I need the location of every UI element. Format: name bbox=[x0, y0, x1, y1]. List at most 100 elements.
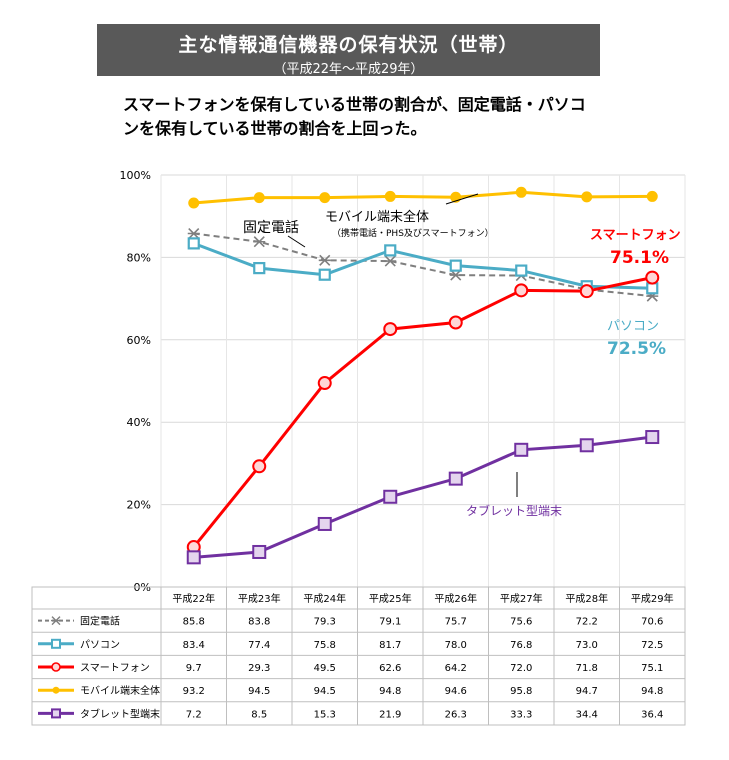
table-frame bbox=[31, 586, 686, 726]
data-label: 95.8 bbox=[510, 686, 532, 697]
data-label: 9.7 bbox=[186, 663, 202, 674]
y-tick-label: 60% bbox=[127, 334, 151, 347]
data-label: 77.4 bbox=[248, 640, 270, 651]
y-tick-label: 20% bbox=[127, 499, 151, 512]
data-label: 75.8 bbox=[314, 640, 336, 651]
data-label: 83.4 bbox=[183, 640, 205, 651]
y-tick-label: 100% bbox=[120, 169, 151, 182]
data-label: 33.3 bbox=[510, 709, 532, 720]
data-label: 72.2 bbox=[576, 617, 598, 628]
legend-swatch-marker bbox=[51, 708, 61, 719]
data-label: 72.0 bbox=[510, 663, 532, 674]
legend-entry: 固定電話 bbox=[80, 615, 120, 628]
data-label: 79.3 bbox=[314, 617, 336, 628]
data-point bbox=[318, 254, 331, 266]
data-point bbox=[188, 197, 200, 209]
data-point bbox=[646, 282, 659, 295]
data-point bbox=[253, 192, 265, 204]
data-label: 29.3 bbox=[248, 663, 270, 674]
data-point bbox=[448, 315, 463, 330]
data-label: 62.6 bbox=[379, 663, 401, 674]
data-label: 83.8 bbox=[248, 617, 270, 628]
mobile-note: （携帯電話・PHS及びスマートフォン） bbox=[332, 227, 494, 239]
data-label: 34.4 bbox=[576, 709, 598, 720]
data-point bbox=[514, 442, 529, 457]
x-tick-label: 平成27年 bbox=[500, 592, 543, 605]
series-layer bbox=[186, 186, 660, 565]
data-label: 26.3 bbox=[445, 709, 467, 720]
data-point bbox=[319, 192, 331, 204]
pc-value: 72.5% bbox=[607, 339, 666, 359]
data-label: 75.7 bbox=[445, 617, 467, 628]
data-point bbox=[579, 284, 594, 299]
data-point bbox=[645, 430, 660, 445]
y-axis: 0%20%40%60%80%100% bbox=[120, 169, 151, 594]
mobile-callout-line bbox=[445, 193, 479, 205]
title-box: 主な情報通信機器の保有状況（世帯） （平成22年～平成29年） bbox=[97, 24, 600, 77]
data-point bbox=[581, 191, 593, 203]
x-tick-label: 平成25年 bbox=[369, 592, 412, 605]
data-point bbox=[384, 190, 396, 202]
data-label: 75.6 bbox=[510, 617, 532, 628]
legend-swatch-marker bbox=[51, 662, 61, 672]
data-point bbox=[449, 269, 462, 281]
data-point bbox=[187, 227, 200, 240]
data-label: 81.7 bbox=[379, 640, 401, 651]
data-label: 15.3 bbox=[314, 709, 336, 720]
data-point bbox=[449, 259, 462, 272]
smartphone-value: 75.1% bbox=[610, 248, 669, 268]
data-table: 平成22年 平成23年 平成24年 平成25年 平成26年 平成27年 平成28年 平成29年… bbox=[31, 586, 686, 726]
data-point bbox=[383, 489, 398, 504]
landline-label: 固定電話 bbox=[243, 219, 299, 236]
x-tick-label: 平成22年 bbox=[172, 592, 215, 605]
data-label: 71.8 bbox=[576, 663, 598, 674]
x-tick-label: 平成23年 bbox=[238, 592, 281, 605]
data-label: 49.5 bbox=[314, 663, 336, 674]
data-label: 72.5 bbox=[641, 640, 663, 651]
data-point bbox=[515, 186, 527, 198]
data-point bbox=[186, 550, 201, 565]
data-point bbox=[514, 283, 529, 298]
data-point bbox=[187, 237, 200, 250]
data-point bbox=[646, 190, 658, 202]
y-tick-label: 40% bbox=[127, 416, 151, 429]
legend-swatch-marker bbox=[51, 638, 61, 649]
headline-line-2: ンを保有している世帯の割合を上回った。 bbox=[123, 119, 427, 138]
data-point bbox=[318, 268, 331, 281]
data-point bbox=[384, 244, 397, 257]
data-point bbox=[384, 255, 397, 267]
data-label: 93.2 bbox=[183, 686, 205, 697]
legend-swatch-marker bbox=[52, 686, 60, 694]
data-label: 64.2 bbox=[445, 663, 467, 674]
legend-swatch-marker bbox=[51, 616, 61, 626]
data-label: 8.5 bbox=[251, 709, 267, 720]
chart-title: 主な情報通信機器の保有状況（世帯） bbox=[178, 34, 519, 56]
smartphone-label: スマートフォン bbox=[590, 228, 681, 243]
data-point bbox=[579, 438, 594, 453]
legend-entry: モバイル端末全体 bbox=[80, 684, 160, 697]
x-tick-label: 平成28年 bbox=[565, 592, 608, 605]
x-tick-label: 平成24年 bbox=[303, 592, 346, 605]
chart-subtitle: （平成22年～平成29年） bbox=[273, 62, 424, 77]
series-line bbox=[193, 241, 653, 290]
pc-label: パソコン bbox=[607, 319, 659, 334]
data-point bbox=[448, 471, 463, 486]
data-label: 94.8 bbox=[379, 686, 401, 697]
data-point bbox=[515, 264, 528, 277]
data-point bbox=[317, 516, 332, 531]
data-point bbox=[253, 262, 266, 275]
data-label: 78.0 bbox=[445, 640, 467, 651]
data-label: 94.5 bbox=[314, 686, 336, 697]
data-label: 75.1 bbox=[641, 663, 663, 674]
legend-entry: タブレット型端末 bbox=[80, 707, 160, 720]
annotations: 固定電話 モバイル端末全体 （携帯電話・PHS及びスマートフォン） スマートフォ… bbox=[243, 193, 681, 518]
y-tick-label: 80% bbox=[127, 251, 151, 264]
data-point bbox=[252, 544, 267, 559]
data-label: 36.4 bbox=[641, 709, 663, 720]
legend-entry: スマートフォン bbox=[80, 663, 150, 674]
landline-callout-line bbox=[287, 235, 306, 248]
data-label: 94.5 bbox=[248, 686, 270, 697]
x-tick-label: 平成29年 bbox=[631, 592, 674, 605]
data-label: 94.7 bbox=[576, 686, 598, 697]
